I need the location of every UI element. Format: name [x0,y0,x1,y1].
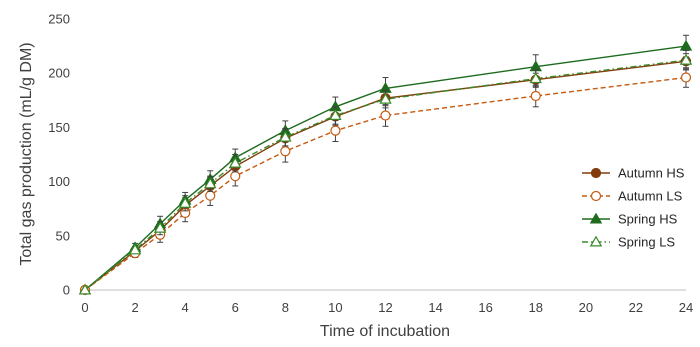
y-tick-label: 50 [56,228,70,243]
series-spring-ls [78,49,693,295]
y-tick-label: 0 [63,283,70,298]
data-point [78,283,92,295]
legend-marker [589,212,603,224]
legend-item: Spring HS [582,212,678,227]
data-point [529,72,542,84]
legend-label: Spring HS [618,212,678,227]
data-point [203,177,217,189]
data-point [379,92,392,104]
x-tick-label: 18 [529,300,543,315]
data-point [680,72,692,83]
x-tick-label: 14 [428,300,442,315]
legend-label: Spring LS [618,235,675,250]
x-tick-label: 2 [131,300,138,315]
x-tick-label: 12 [378,300,392,315]
legend: Autumn HS Autumn LS Spring HS Spring LS [582,166,685,250]
x-tick-label: 6 [232,300,239,315]
data-point [178,196,192,208]
x-tick-label: 24 [679,300,693,315]
data-point [205,190,216,201]
x-tick-label: 8 [282,300,289,315]
legend-marker [590,167,602,179]
legend-marker [590,190,602,202]
x-tick-label: 0 [81,300,88,315]
data-point [229,156,242,168]
data-point [279,130,292,142]
y-tick-label: 150 [48,120,70,135]
y-tick-label: 100 [48,174,70,189]
series-line [84,59,687,291]
data-point [330,125,341,136]
series-autumn-ls [79,67,692,296]
x-tick-label: 22 [629,300,643,315]
data-point [329,109,342,120]
data-point [230,171,241,182]
legend-marker [589,235,603,247]
data-point [153,221,167,233]
data-series [78,34,693,296]
y-tick-label: 250 [48,12,70,27]
x-tick-label: 4 [182,300,189,315]
data-point [679,39,693,51]
legend-label: Autumn HS [618,166,685,181]
y-axis-title: Total gas production (mL/g DM) [18,42,35,265]
legend-label: Autumn LS [618,189,683,204]
x-tick-label: 16 [478,300,492,315]
x-tick-label: 10 [328,300,342,315]
data-point [380,110,391,121]
legend-item: Spring LS [582,235,675,250]
data-point [280,146,291,157]
legend-item: Autumn HS [582,166,685,181]
legend-item: Autumn LS [582,189,683,204]
series-spring-hs [78,34,693,295]
y-tick-label: 200 [48,66,70,81]
x-axis-title: Time of incubation [320,323,450,340]
data-point [128,243,142,255]
x-tick-label: 20 [579,300,593,315]
data-point [530,90,541,102]
data-point [679,53,693,65]
